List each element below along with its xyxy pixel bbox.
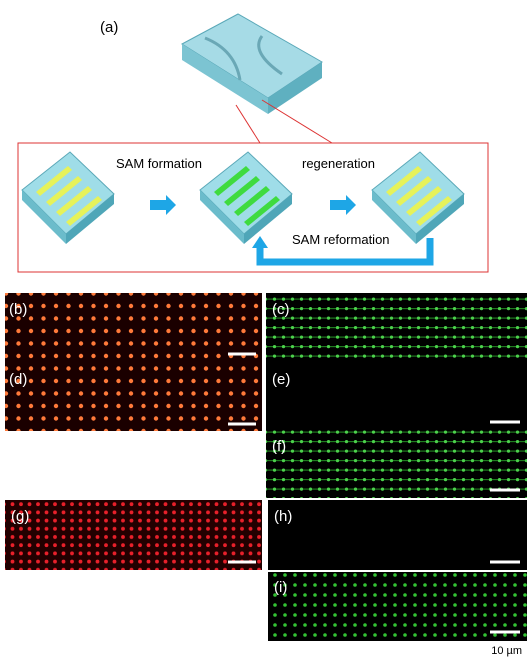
scale-label: 10 µm xyxy=(491,645,522,657)
panel-label: (g) xyxy=(11,508,29,525)
micrograph xyxy=(268,572,527,641)
panel-label: (a) xyxy=(100,19,118,36)
arrow xyxy=(150,195,176,215)
arrow xyxy=(330,195,356,215)
step-label: SAM formation xyxy=(116,156,202,171)
chip xyxy=(372,152,464,244)
micrograph xyxy=(266,293,527,363)
micrograph xyxy=(268,500,527,570)
panel-label: (i) xyxy=(274,579,287,596)
panel-label: (c) xyxy=(272,301,290,318)
micrograph xyxy=(266,430,527,498)
panel-label: (d) xyxy=(9,371,27,388)
panel-label: (h) xyxy=(274,508,292,525)
chip xyxy=(200,152,292,244)
zoom-line xyxy=(262,100,332,143)
micrograph xyxy=(5,363,262,431)
micrograph xyxy=(5,293,262,363)
micrograph xyxy=(5,500,262,570)
micrograph xyxy=(266,363,527,430)
panel-label: (e) xyxy=(272,371,290,388)
chip xyxy=(22,152,114,244)
step-label: regeneration xyxy=(302,156,375,171)
arrow-head xyxy=(252,236,268,248)
panel-label: (f) xyxy=(272,438,286,455)
step-label: SAM reformation xyxy=(292,232,390,247)
figure: (a) SAM formation regeneration SAM refor… xyxy=(0,0,527,660)
zoom-line xyxy=(236,105,260,143)
device xyxy=(182,14,322,114)
panel-label: (b) xyxy=(9,301,27,318)
